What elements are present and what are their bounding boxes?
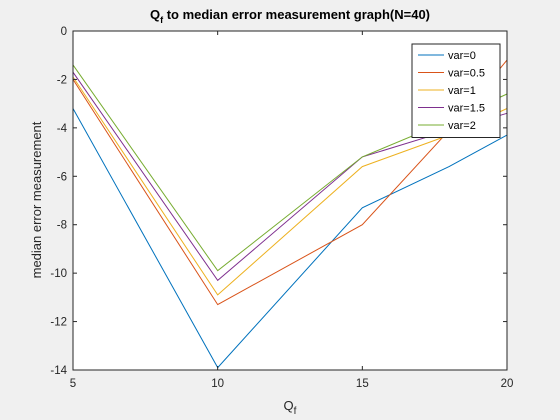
legend-box xyxy=(411,43,501,138)
legend-label-1: var=0.5 xyxy=(448,68,485,80)
axes xyxy=(72,30,508,371)
legend-label-3: var=1.5 xyxy=(448,103,485,115)
series-line-0 xyxy=(72,108,508,369)
x-axis-label: Qf xyxy=(284,398,297,417)
legend-label-2: var=1 xyxy=(448,85,476,97)
ticks: 5 10 15 20 0 -2 -4 -6 -8 -10 -12 -14 xyxy=(50,26,513,390)
y-tick-label-0: 0 xyxy=(61,26,67,38)
x-tick-label-2: 15 xyxy=(356,378,369,390)
y-tick-label-5: -10 xyxy=(50,268,67,280)
x-tick-label-0: 5 xyxy=(70,378,76,390)
y-tick-label-7: -14 xyxy=(50,365,67,377)
y-axis-label: median error measurement xyxy=(29,121,44,278)
x-tick-label-3: 20 xyxy=(501,378,514,390)
axes-box xyxy=(72,30,508,371)
legend-label-0: var=0 xyxy=(448,50,476,62)
legend-label-4: var=2 xyxy=(448,120,476,132)
y-tick-label-1: -2 xyxy=(57,74,67,86)
y-tick-label-4: -8 xyxy=(57,220,67,232)
x-tick-label-1: 10 xyxy=(211,378,224,390)
legend: var=0 var=0.5 var=1 var=1.5 var=2 xyxy=(411,43,501,138)
y-tick-label-3: -6 xyxy=(57,171,67,183)
y-tick-label-6: -12 xyxy=(50,317,67,329)
chart-title: Qf to median error measurement graph(N=4… xyxy=(150,7,430,25)
y-tick-label-2: -4 xyxy=(57,123,68,135)
